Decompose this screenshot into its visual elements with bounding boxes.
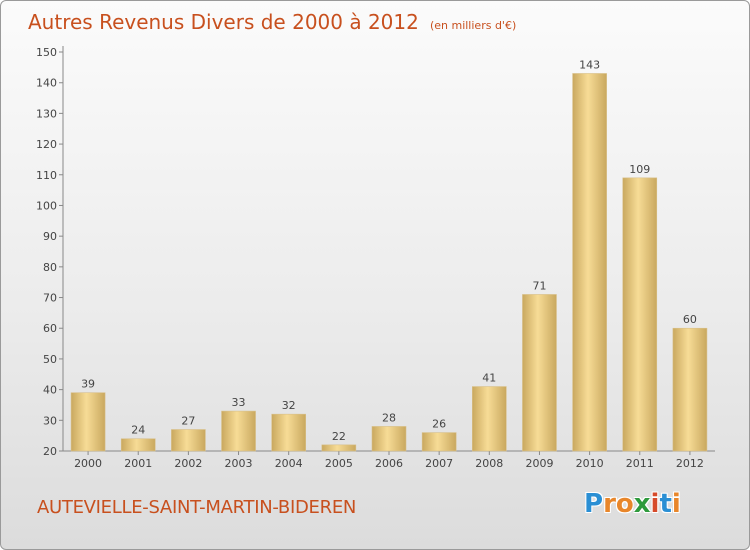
x-tick-label: 2011 — [626, 457, 654, 470]
y-tick-label: 30 — [43, 414, 57, 427]
x-tick-label: 2000 — [74, 457, 102, 470]
bar-value-label: 41 — [482, 372, 496, 385]
x-tick-label: 2001 — [124, 457, 152, 470]
bar-value-label: 32 — [282, 399, 296, 412]
x-tick-label: 2009 — [525, 457, 553, 470]
x-tick-label: 2008 — [475, 457, 503, 470]
x-tick-label: 2007 — [425, 457, 453, 470]
logo-letter: x — [633, 489, 651, 519]
y-tick-label: 90 — [43, 230, 57, 243]
bar — [221, 410, 256, 452]
bar-value-label: 24 — [131, 424, 145, 437]
bar-value-label: 27 — [181, 415, 195, 428]
bar — [271, 413, 306, 452]
x-tick-label: 2006 — [375, 457, 403, 470]
bar — [572, 73, 607, 452]
chart-subtitle: (en milliers d'€) — [429, 19, 517, 32]
chart-title: Autres Revenus Divers de 2000 à 2012 — [28, 10, 419, 34]
commune-name: AUTEVIELLE-SAINT-MARTIN-BIDEREN — [37, 497, 357, 518]
bar-value-label: 60 — [683, 313, 697, 326]
y-tick-label: 70 — [43, 292, 57, 305]
bar-value-label: 39 — [81, 378, 95, 391]
bar — [321, 444, 357, 452]
bar-value-label: 33 — [232, 396, 246, 409]
x-tick-label: 2005 — [325, 457, 353, 470]
y-tick-label: 40 — [43, 384, 57, 397]
logo-letter: o — [615, 489, 634, 519]
bar-value-label: 26 — [432, 418, 446, 431]
y-tick-label: 50 — [43, 353, 57, 366]
y-tick-label: 20 — [43, 445, 57, 458]
x-tick-label: 2012 — [676, 457, 704, 470]
y-tick-label: 140 — [36, 77, 57, 90]
bar — [120, 438, 156, 452]
bar — [421, 432, 457, 452]
bar-value-label: 28 — [382, 411, 396, 424]
bar — [70, 392, 106, 452]
bar — [522, 294, 557, 452]
x-tick-label: 2002 — [174, 457, 202, 470]
logo-letter: P — [584, 489, 604, 519]
bar — [371, 426, 407, 452]
logo-letter: r — [603, 489, 616, 519]
x-tick-label: 2003 — [225, 457, 253, 470]
x-tick-label: 2004 — [275, 457, 303, 470]
bar — [171, 429, 206, 452]
bar — [472, 386, 507, 452]
bar-value-label: 22 — [332, 430, 346, 443]
title-row: Autres Revenus Divers de 2000 à 2012 (en… — [28, 10, 516, 34]
y-tick-label: 60 — [43, 322, 57, 335]
bar-value-label: 71 — [532, 279, 546, 292]
bar-value-label: 143 — [579, 58, 600, 71]
bar — [672, 327, 708, 452]
logo-letter: i — [671, 489, 681, 519]
y-tick-label: 110 — [36, 169, 57, 182]
bar — [622, 177, 658, 452]
proxiti-logo[interactable]: Proxiti — [584, 489, 681, 519]
y-tick-label: 100 — [36, 199, 57, 212]
y-tick-label: 130 — [36, 107, 57, 120]
x-tick-label: 2010 — [576, 457, 604, 470]
logo-letter: t — [659, 489, 672, 519]
y-tick-label: 80 — [43, 261, 57, 274]
y-tick-label: 120 — [36, 138, 57, 151]
logo-letter: i — [650, 489, 660, 519]
y-tick-label: 150 — [36, 46, 57, 59]
bar-value-label: 109 — [629, 163, 650, 176]
